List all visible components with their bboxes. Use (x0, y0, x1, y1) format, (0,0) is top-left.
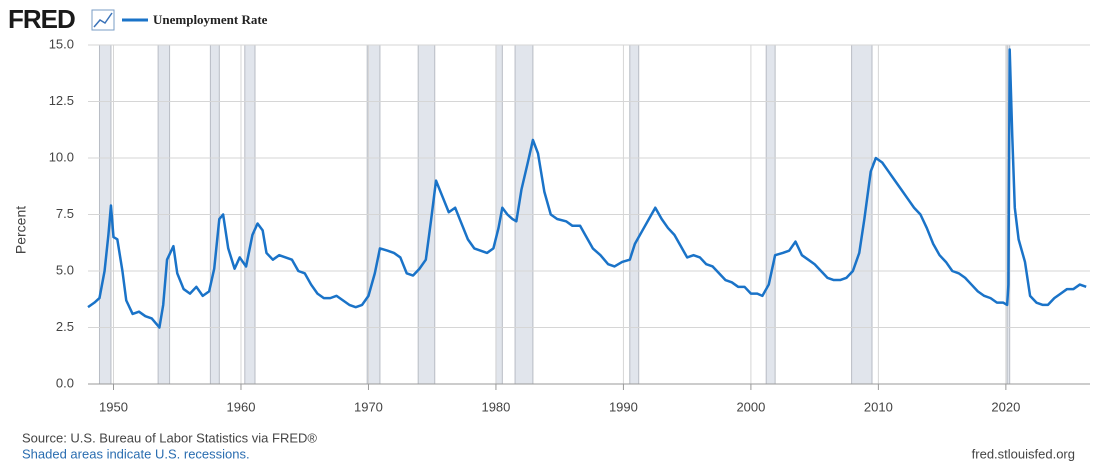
y-tick-label: 10.0 (49, 149, 74, 164)
x-tick-label: 1990 (609, 399, 638, 414)
y-tick-label: 15.0 (49, 36, 74, 51)
x-tick-label: 2000 (736, 399, 765, 414)
url: fred.stlouisfed.org (972, 446, 1075, 461)
x-tick-label: 1960 (227, 399, 256, 414)
recession-note: Shaded areas indicate U.S. recessions. (22, 446, 250, 461)
y-tick-label: 0.0 (56, 375, 74, 390)
x-tick-label: 2010 (864, 399, 893, 414)
y-tick-label: 2.5 (56, 319, 74, 334)
logo-icon-line (93, 12, 113, 28)
series-line (87, 48, 1087, 329)
logo-icon (91, 9, 115, 31)
legend-label: Unemployment Rate (153, 12, 268, 27)
logo: FRED (8, 4, 75, 34)
y-tick-label: 5.0 (56, 262, 74, 277)
y-tick-label: 7.5 (56, 206, 74, 221)
y-axis-label: Percent (13, 206, 29, 254)
y-tick-label: 12.5 (49, 93, 74, 108)
x-tick-label: 1950 (99, 399, 128, 414)
x-tick-label: 2020 (991, 399, 1020, 414)
source: Source: U.S. Bureau of Labor Statistics … (22, 430, 317, 445)
x-tick-label: 1980 (481, 399, 510, 414)
x-tick-label: 1970 (354, 399, 383, 414)
